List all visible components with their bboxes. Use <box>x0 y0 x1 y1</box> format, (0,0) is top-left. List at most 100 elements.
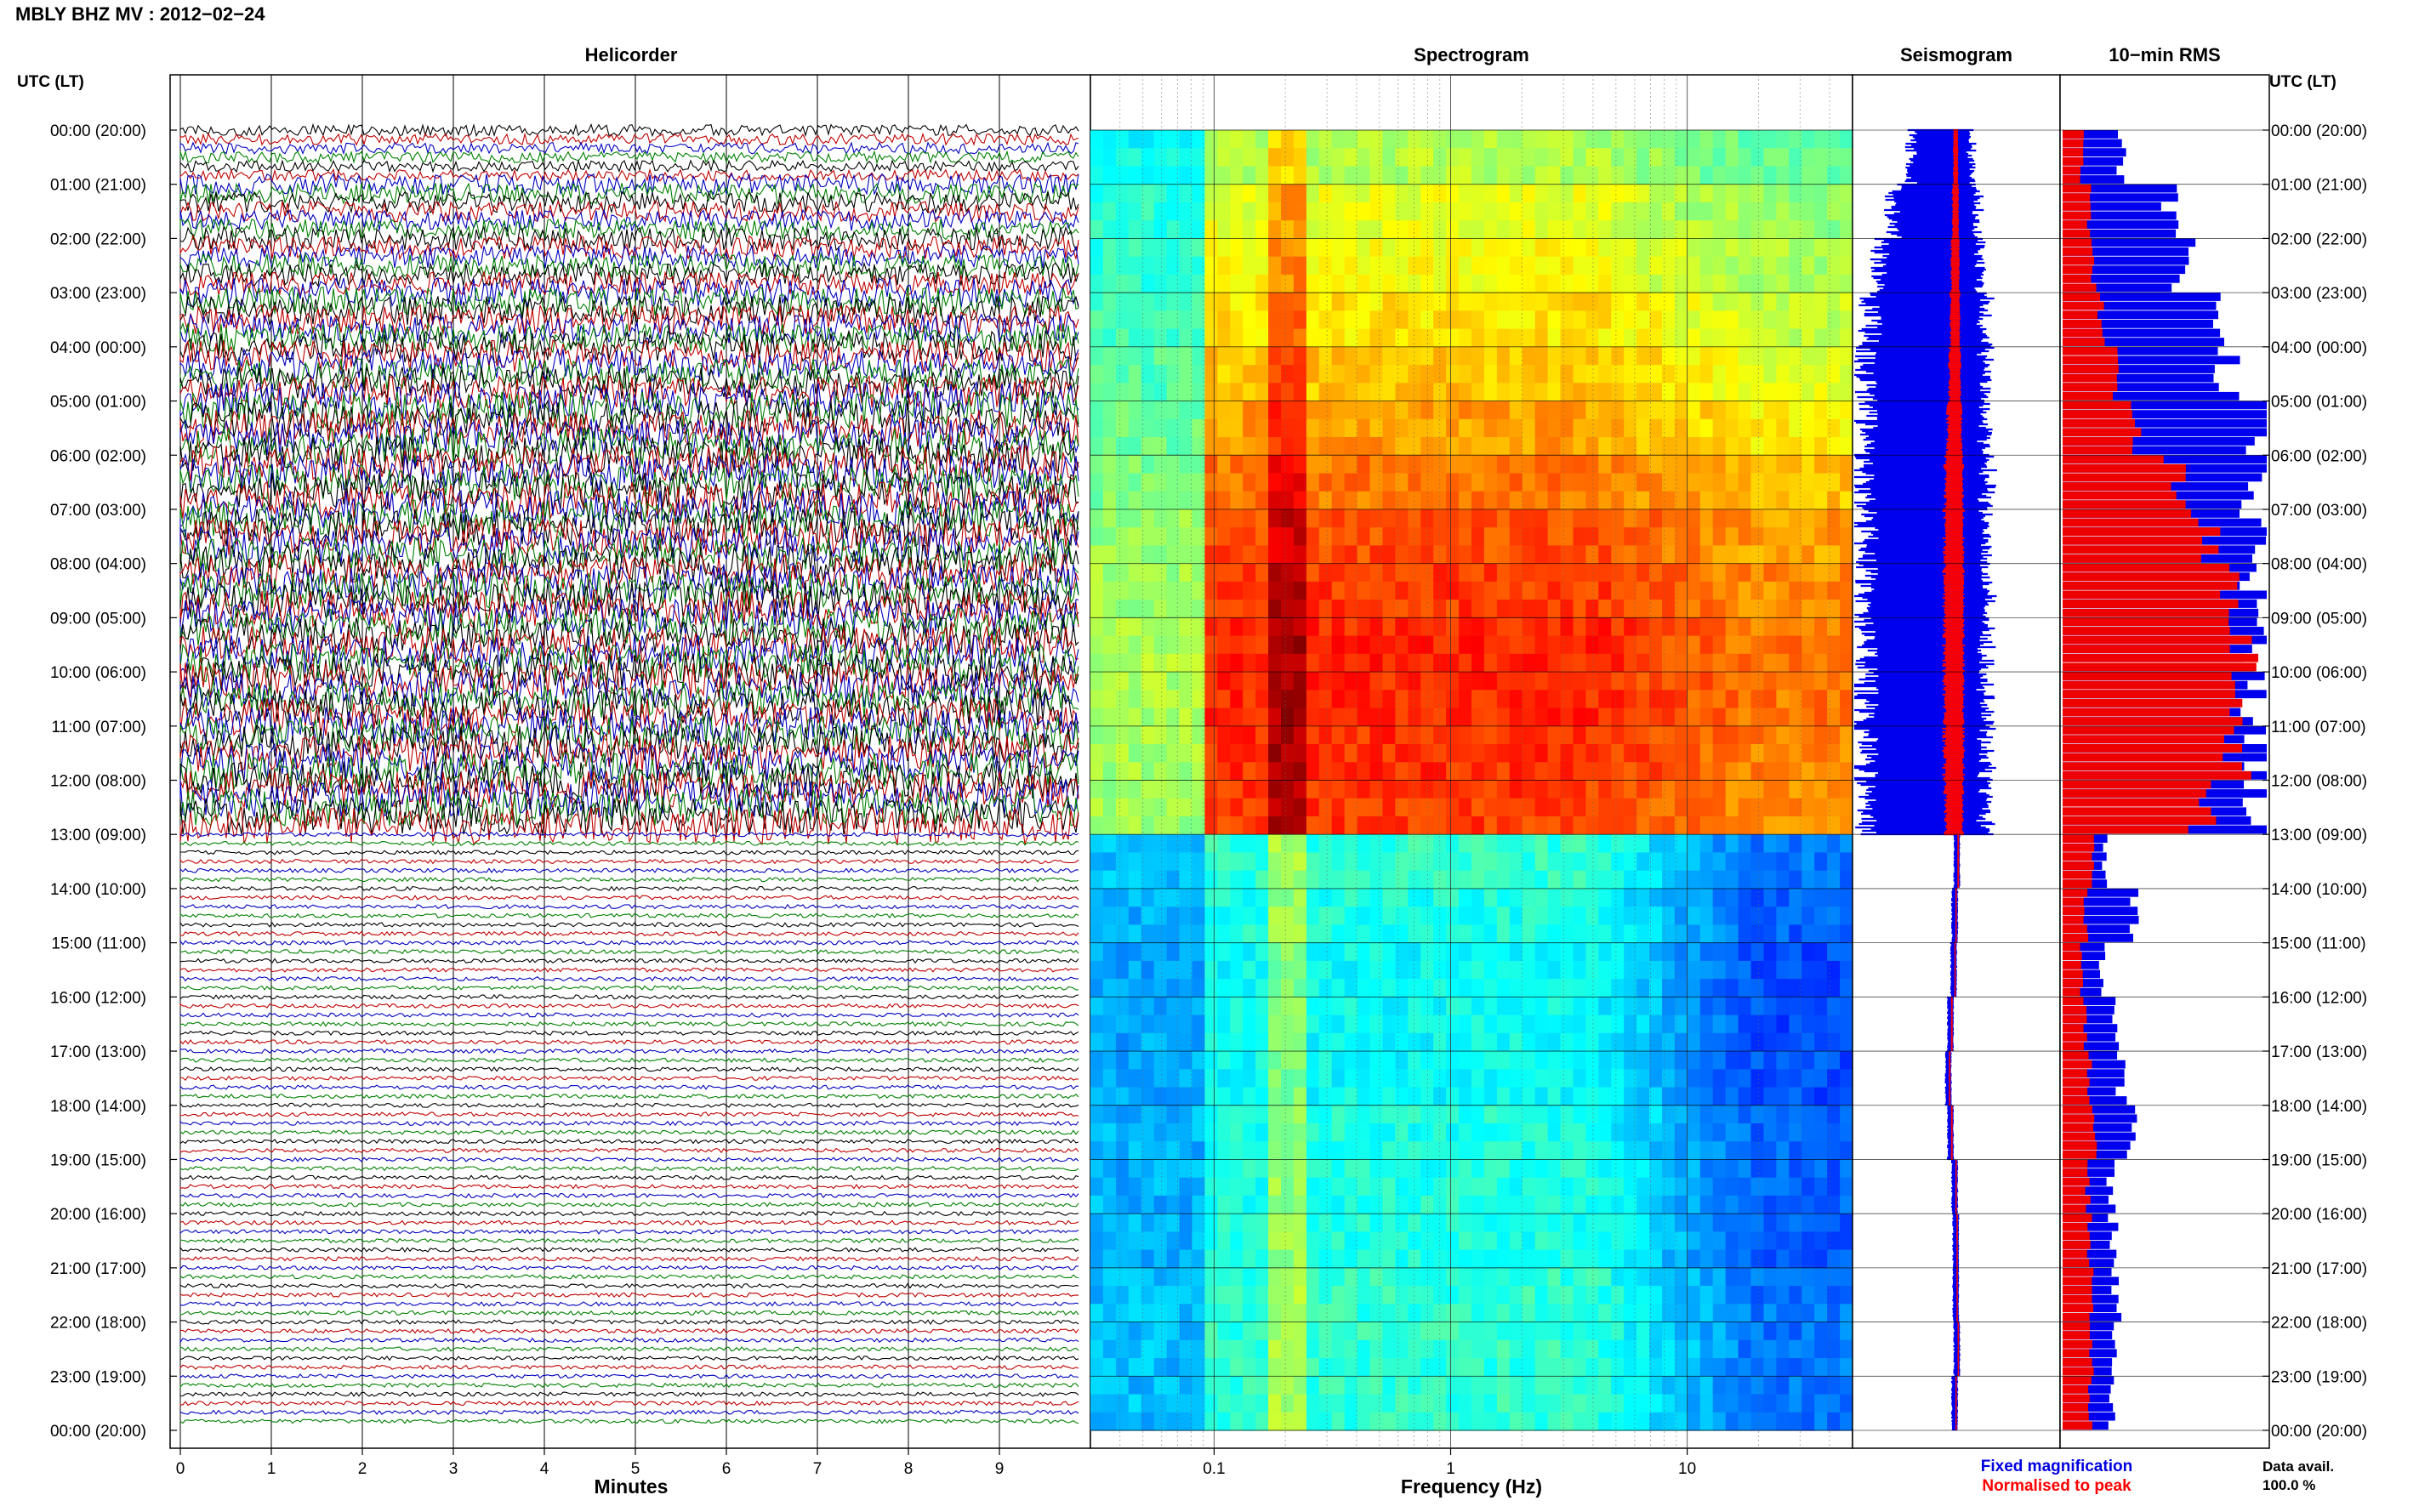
spectrogram-cell <box>1750 960 1764 980</box>
spectrogram-cell <box>1674 1051 1688 1070</box>
spectrogram-cell <box>1420 1286 1434 1305</box>
spectrogram-cell <box>1573 310 1586 330</box>
spectrogram-cell <box>1725 708 1739 727</box>
spectrogram-cell <box>1496 1015 1511 1034</box>
spectrogram-cell <box>1624 365 1637 384</box>
spectrogram-cell <box>1840 1141 1853 1160</box>
spectrogram-cell <box>1331 455 1346 475</box>
spectrogram-cell <box>1255 1015 1269 1034</box>
spectrogram-cell <box>1217 1069 1231 1089</box>
spectrogram-cell <box>1560 148 1574 167</box>
spectrogram-cell <box>1281 816 1295 835</box>
helicorder-trace <box>179 1012 1079 1018</box>
spectrogram-cell <box>1738 202 1752 221</box>
spectrogram-cell <box>1547 509 1562 528</box>
spectrogram-cell <box>1814 1358 1828 1377</box>
spectrogram-cell <box>1827 888 1841 907</box>
spectrogram-cell <box>1712 148 1727 167</box>
spectrogram-cell <box>1230 527 1244 546</box>
spectrogram-cell <box>1801 997 1815 1016</box>
spectrogram-cell <box>1281 870 1295 890</box>
spectrogram-cell <box>1446 491 1460 510</box>
spectrogram-cell <box>1217 708 1231 727</box>
spectrogram-cell <box>1763 1249 1777 1269</box>
spectrogram-cell <box>1649 1267 1663 1287</box>
spectrogram-cell <box>1420 1087 1434 1106</box>
spectrogram-cell <box>1573 166 1586 185</box>
spectrogram-cell <box>1801 1051 1815 1070</box>
spectrogram-cell <box>1204 581 1218 600</box>
spectrogram-cell <box>1268 1051 1282 1070</box>
spectrogram-cell <box>1725 418 1739 438</box>
spectrogram-cell <box>1318 708 1333 727</box>
spectrogram-cell <box>1369 1304 1383 1323</box>
spectrogram-cell <box>1318 834 1333 853</box>
spectrogram-cell <box>1382 184 1396 203</box>
spectrogram-cell <box>1662 942 1676 962</box>
spectrogram-cell <box>1674 130 1688 149</box>
spectrogram-cell <box>1712 979 1727 998</box>
spectrogram-cell <box>1369 238 1383 258</box>
spectrogram-cell <box>1243 816 1256 835</box>
spectrogram-cell <box>1699 924 1714 944</box>
spectrogram-cell <box>1395 780 1409 799</box>
spectrogram-cell <box>1243 1286 1256 1305</box>
spectrogram-cell <box>1585 1123 1599 1142</box>
spectrogram-cell <box>1318 202 1333 221</box>
spectrogram-cell <box>1408 365 1421 384</box>
spectrogram-cell <box>1534 256 1549 276</box>
spectrogram-cell <box>1674 455 1688 475</box>
spectrogram-cell <box>1801 473 1815 492</box>
spectrogram-cell <box>1534 907 1549 925</box>
spectrogram-cell <box>1471 762 1485 782</box>
spectrogram-cell <box>1840 979 1853 998</box>
spectrogram-cell <box>1318 365 1333 384</box>
spectrogram-cell <box>1281 997 1295 1016</box>
spectrogram-cell <box>1090 600 1104 618</box>
spectrogram-cell <box>1814 545 1828 565</box>
spectrogram-cell <box>1712 997 1727 1016</box>
spectrogram-cell <box>1573 365 1586 384</box>
spectrogram-cell <box>1674 166 1688 185</box>
spectrogram-cell <box>1471 924 1485 944</box>
spectrogram-cell <box>1153 1051 1168 1070</box>
spectrogram-cell <box>1662 401 1676 420</box>
spectrogram-cell <box>1382 1177 1396 1197</box>
spectrogram-cell <box>1509 870 1523 890</box>
spectrogram-cell <box>1649 310 1663 330</box>
spectrogram-cell <box>1281 798 1295 817</box>
spectrogram-cell <box>1357 1394 1371 1413</box>
spectrogram-cell <box>1725 635 1739 655</box>
spectrogram-cell <box>1141 166 1155 185</box>
spectrogram-cell <box>1293 1051 1307 1070</box>
spectrogram-cell <box>1814 1195 1828 1214</box>
spectrogram-cell <box>1128 1286 1142 1305</box>
spectrogram-cell <box>1293 1141 1307 1160</box>
spectrogram-cell <box>1534 1051 1549 1070</box>
spectrogram-cell <box>1471 220 1485 239</box>
spectrogram-cell <box>1166 1376 1181 1395</box>
spectrogram-cell <box>1636 690 1650 709</box>
spectrogram-cell <box>1662 473 1676 492</box>
spectrogram-cell <box>1243 401 1256 420</box>
spectrogram-cell <box>1281 1249 1295 1269</box>
spectrogram-cell <box>1699 166 1714 185</box>
spectrogram-cell <box>1318 1032 1333 1052</box>
spectrogram-cell <box>1268 346 1282 366</box>
spectrogram-cell <box>1522 997 1536 1016</box>
spectrogram-cell <box>1255 1249 1269 1269</box>
spectrogram-cell <box>1204 509 1218 528</box>
spectrogram-cell <box>1318 888 1333 907</box>
spectrogram-cell <box>1624 1304 1637 1323</box>
spectrogram-cell <box>1420 220 1434 239</box>
spectrogram-cell <box>1471 1322 1485 1341</box>
spectrogram-cell <box>1738 418 1752 438</box>
spectrogram-cell <box>1636 365 1650 384</box>
spectrogram-cell <box>1179 1214 1192 1232</box>
spectrogram-cell <box>1420 1195 1434 1214</box>
spectrogram-cell <box>1738 1105 1752 1124</box>
spectrogram-cell <box>1534 600 1549 618</box>
spectrogram-cell <box>1624 527 1637 546</box>
spectrogram-cell <box>1395 1358 1409 1377</box>
